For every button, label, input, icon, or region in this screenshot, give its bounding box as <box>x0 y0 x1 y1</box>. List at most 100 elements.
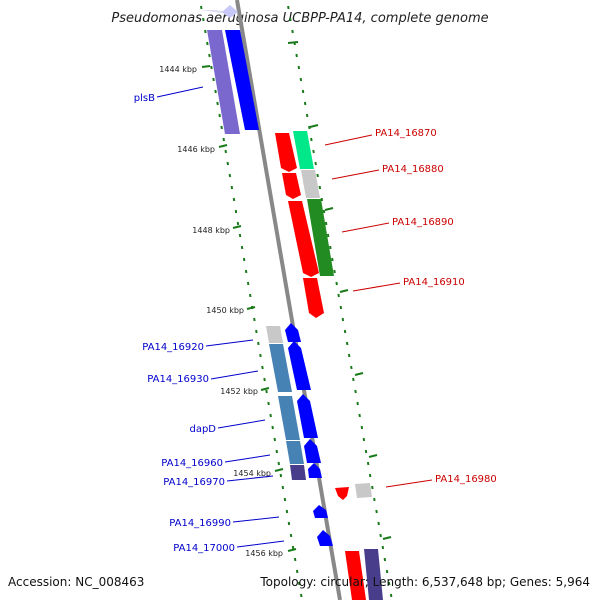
scale-ring-dot <box>253 317 256 322</box>
scale-ring-dot <box>354 389 357 394</box>
gene-PA14_16920[interactable] <box>285 323 301 342</box>
scale-ring-dot <box>362 437 366 442</box>
gene-PA14_16890-cog-block[interactable] <box>307 199 334 276</box>
scale-ring-dot <box>300 593 303 598</box>
gene-PA14_16970-cog-block[interactable] <box>290 465 306 480</box>
scale-ring-dot <box>273 437 276 442</box>
scale-ring-inner <box>200 5 303 598</box>
scale-label-1452: 1452 kbp <box>220 387 258 396</box>
gene-PA14_16880[interactable] <box>282 173 301 199</box>
gene-label-PA14_16890[interactable]: PA14_16890 <box>392 217 454 228</box>
gene-label-PA14_16930[interactable]: PA14_16930 <box>147 374 209 385</box>
scale-ring-dot <box>259 353 262 358</box>
gene-PA14_16910[interactable] <box>303 278 324 318</box>
scale-ring-dot <box>297 581 301 586</box>
scale-ring-dot <box>212 77 215 82</box>
scale-ring-dot <box>285 509 289 514</box>
gene-label-PA14_16920[interactable]: PA14_16920 <box>142 342 204 353</box>
scale-label-1454: 1454 kbp <box>233 469 271 478</box>
scale-ring-dot <box>318 185 322 190</box>
scale-ring-dot <box>373 497 376 502</box>
gene-forward-bottom[interactable] <box>345 551 366 600</box>
scale-ring-dot <box>236 221 240 226</box>
scale-ring-dot <box>255 329 258 334</box>
reverse-strand-genes <box>201 5 383 600</box>
scale-ring-dot <box>291 545 295 550</box>
gene-label-plsB[interactable]: plsB <box>134 93 155 104</box>
gene-PA14_16980[interactable] <box>335 487 349 500</box>
scale-ring-dot <box>214 89 217 94</box>
leader-line-PA14_16890 <box>341 222 390 233</box>
scale-ring-dot <box>263 377 266 382</box>
gene-label-PA14_17000[interactable]: PA14_17000 <box>173 543 235 554</box>
gene-PA14_16930-cog-block[interactable] <box>269 344 292 392</box>
scale-ring-dot <box>240 245 244 250</box>
gene-label-PA14_16980[interactable]: PA14_16980 <box>435 474 497 485</box>
scale-ring-dot <box>238 233 242 238</box>
gene-PA14_16870[interactable] <box>275 133 297 172</box>
gene-PA14_16880-cog-block[interactable] <box>301 170 320 198</box>
gene-label-PA14_16990[interactable]: PA14_16990 <box>169 518 231 529</box>
forward-strand-genes <box>275 131 372 600</box>
scale-ring-dot <box>216 101 219 106</box>
scale-ring-dot <box>360 425 364 430</box>
scale-ring-dot <box>377 521 380 526</box>
scale-ring-dot <box>232 197 236 202</box>
scale-label-1450: 1450 kbp <box>206 306 244 315</box>
gene-PA14_16870-cog-block[interactable] <box>293 131 314 169</box>
leader-line-PA14_17000 <box>236 540 285 548</box>
gene-PA14_16960-cog-block[interactable] <box>286 441 304 464</box>
scale-ring-dot <box>206 41 209 46</box>
scale-ring-dot <box>314 161 317 166</box>
scale-ring-dot <box>350 365 353 370</box>
label-leader-lines <box>156 86 433 548</box>
leader-line-PA14_16910 <box>352 282 401 292</box>
gene-PA14_17000[interactable] <box>317 530 333 546</box>
gene-plsB[interactable] <box>225 30 259 130</box>
gene-PA14_16960[interactable] <box>304 439 321 463</box>
scale-ring-dot <box>244 269 248 274</box>
leader-line-PA14_16930 <box>210 370 259 380</box>
scale-ring-dot <box>345 341 349 346</box>
accession-label: Accession: NC_008463 <box>8 575 144 589</box>
gene-label-PA14_16960[interactable]: PA14_16960 <box>161 458 223 469</box>
scale-ring-dot <box>249 293 252 298</box>
gene-plsB-arrowhead[interactable] <box>222 5 238 18</box>
gene-label-dapD[interactable]: dapD <box>189 424 216 435</box>
gene-label-PA14_16870[interactable]: PA14_16870 <box>375 128 437 139</box>
gene-PA14_16990[interactable] <box>313 505 328 518</box>
gene-dapD-cog-block[interactable] <box>278 396 300 440</box>
scale-ring-dot <box>364 449 368 454</box>
gene-PA14_16920-cog-block[interactable] <box>266 326 283 343</box>
gene-label-PA14_16970[interactable]: PA14_16970 <box>163 477 225 488</box>
scale-ring-dot <box>310 137 313 142</box>
scale-ring-dot <box>312 149 315 154</box>
scale-ring-dot <box>257 341 260 346</box>
gene-reverse-cog-block[interactable] <box>364 549 383 600</box>
scale-ring-dot <box>371 485 374 490</box>
scale-ring-dot <box>352 377 355 382</box>
gene-label-PA14_16880[interactable]: PA14_16880 <box>382 164 444 175</box>
gene-PA14_16980-cog-block[interactable] <box>355 483 372 498</box>
scale-tick <box>354 372 364 376</box>
scale-ring-dot <box>271 425 274 430</box>
gene-dapD[interactable] <box>297 394 318 438</box>
scale-ring-dot <box>335 281 338 286</box>
scale-ring-dot <box>226 161 229 166</box>
leader-line-dapD <box>217 419 266 429</box>
scale-ring-dot <box>202 17 205 22</box>
scale-ring-dot <box>228 173 232 178</box>
gene-label-PA14_16910[interactable]: PA14_16910 <box>403 277 465 288</box>
scale-tick <box>339 289 349 293</box>
scale-ring-dot <box>347 353 351 358</box>
scale-ticks <box>201 41 392 552</box>
scale-ring-dot <box>289 533 293 538</box>
scale-tick <box>201 65 211 68</box>
gene-PA14_16890[interactable] <box>288 201 319 277</box>
gene-PA14_16970[interactable] <box>308 463 322 478</box>
scale-ring-dot <box>375 509 378 514</box>
genome-backbone <box>235 0 342 600</box>
gene-plsB-cog-block[interactable] <box>207 30 240 134</box>
gene-PA14_16930[interactable] <box>288 341 311 390</box>
scale-ring-dot <box>385 569 389 574</box>
